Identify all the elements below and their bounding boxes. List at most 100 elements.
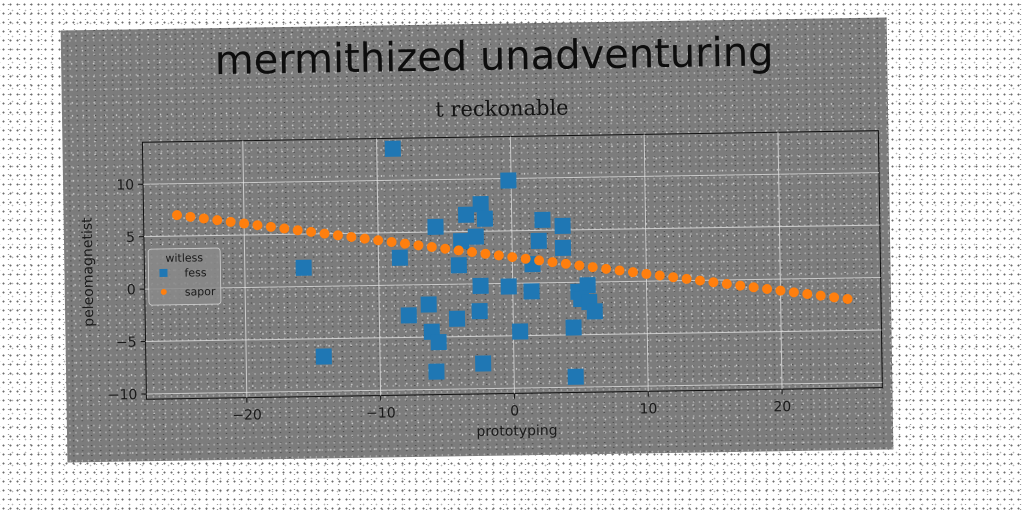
point-fess: [554, 217, 571, 234]
point-fess: [475, 355, 492, 372]
point-sapor: [721, 278, 732, 289]
point-fess: [453, 232, 470, 250]
y-tick-label: 5: [126, 230, 135, 246]
point-sapor: [493, 250, 504, 261]
chart-suptitle: mermithized unadventuring: [214, 29, 773, 84]
point-sapor: [306, 226, 317, 237]
series-fess: [295, 140, 603, 385]
point-sapor: [788, 287, 799, 298]
point-sapor: [279, 223, 290, 234]
y-tick-label: −5: [116, 335, 137, 351]
scatter-chart: mermithized unadventuring t reckonable −…: [80, 29, 883, 440]
x-gridline: [376, 138, 382, 396]
y-tick-label: −10: [108, 387, 138, 403]
figure: mermithized unadventuring t reckonable −…: [60, 17, 894, 463]
point-fess: [467, 228, 484, 245]
point-fess: [472, 277, 489, 295]
legend-title: witless: [165, 251, 203, 265]
point-sapor: [695, 275, 706, 286]
point-sapor: [440, 243, 451, 254]
point-fess: [295, 259, 312, 276]
point-sapor: [708, 277, 719, 288]
point-sapor: [815, 290, 826, 301]
point-sapor: [654, 270, 665, 281]
point-sapor: [225, 216, 236, 227]
point-sapor: [426, 242, 437, 253]
point-sapor: [507, 252, 518, 263]
point-sapor: [172, 210, 183, 221]
y-axis-label: peleomagnetist: [80, 217, 98, 327]
x-tick-label: −20: [232, 407, 262, 423]
x-gridline: [643, 134, 649, 392]
y-axis-ticks: −10 −5 0 5 10: [108, 177, 147, 404]
point-sapor: [681, 273, 692, 284]
point-sapor: [265, 221, 276, 232]
point-sapor: [587, 262, 598, 273]
series-sapor: [172, 210, 853, 305]
point-fess: [586, 303, 603, 320]
chart-title: t reckonable: [435, 96, 569, 122]
point-fess: [471, 302, 488, 320]
point-sapor: [560, 258, 571, 269]
point-sapor: [748, 282, 759, 293]
legend-marker-fess: [159, 268, 168, 277]
point-fess: [384, 140, 401, 157]
point-sapor: [735, 280, 746, 291]
point-fess: [420, 296, 437, 313]
y-tick-label: 10: [116, 177, 134, 193]
point-fess: [427, 218, 444, 235]
legend-label-sapor: sapor: [185, 285, 216, 298]
y-gridline: [146, 381, 883, 395]
point-sapor: [198, 213, 209, 224]
point-sapor: [775, 285, 786, 296]
point-fess: [430, 334, 447, 351]
point-fess: [391, 249, 408, 266]
x-axis-label: prototyping: [476, 423, 558, 440]
point-sapor: [212, 215, 223, 226]
point-sapor: [601, 263, 612, 274]
x-tick-label: 20: [773, 399, 791, 415]
point-sapor: [480, 248, 491, 259]
point-sapor: [185, 211, 196, 222]
point-sapor: [842, 294, 853, 305]
point-fess: [530, 232, 547, 250]
point-fess: [512, 323, 529, 340]
point-sapor: [668, 272, 679, 283]
point-fess: [476, 210, 494, 227]
point-sapor: [520, 253, 531, 264]
point-fess: [565, 319, 582, 336]
point-sapor: [829, 292, 840, 303]
point-fess: [500, 278, 517, 295]
point-fess: [428, 363, 445, 380]
point-fess: [400, 307, 417, 324]
point-sapor: [359, 233, 370, 244]
gridlines: [143, 132, 883, 398]
point-fess: [450, 257, 467, 274]
point-fess: [534, 211, 551, 229]
point-sapor: [453, 245, 464, 256]
point-sapor: [373, 235, 384, 246]
point-sapor: [802, 288, 813, 299]
legend: witless fess sapor: [147, 247, 222, 306]
legend-marker-sapor: [160, 288, 167, 295]
point-fess: [472, 195, 489, 213]
point-sapor: [252, 220, 263, 231]
point-sapor: [332, 230, 343, 241]
point-fess: [554, 239, 572, 257]
point-sapor: [574, 260, 585, 271]
x-tick-label: 10: [639, 401, 657, 417]
point-sapor: [399, 238, 410, 249]
x-gridline: [777, 132, 783, 390]
y-tick-label: 0: [127, 282, 136, 298]
x-axis-ticks: −20 −10 0 10 20: [232, 389, 791, 424]
x-tick-label: −10: [366, 405, 396, 421]
point-fess: [579, 277, 596, 294]
x-gridline: [242, 140, 248, 398]
y-gridline: [143, 224, 880, 238]
point-sapor: [614, 265, 625, 276]
point-fess: [523, 283, 540, 300]
point-fess: [567, 368, 584, 385]
point-fess: [448, 310, 466, 327]
point-sapor: [413, 240, 424, 251]
point-sapor: [547, 257, 558, 268]
